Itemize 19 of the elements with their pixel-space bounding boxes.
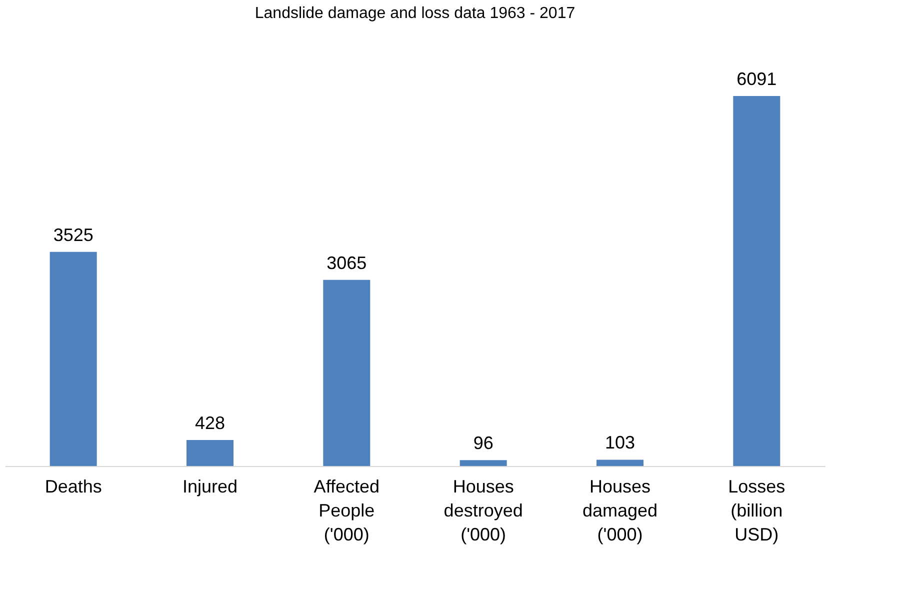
x-tick-label: Losses (billion USD) (728, 476, 786, 544)
x-tick-label: Affected People ('000) (314, 476, 380, 544)
x-tick-label: Houses destroyed ('000) (444, 476, 523, 544)
x-tick-label: Houses damaged ('000) (582, 476, 658, 544)
chart-title: Landslide damage and loss data 1963 - 2017 (254, 5, 576, 22)
bar (733, 96, 780, 466)
bar (323, 280, 370, 466)
data-label: 428 (194, 413, 226, 433)
data-label: 96 (473, 433, 494, 454)
bar (50, 252, 97, 466)
bar (596, 460, 644, 466)
bar (186, 440, 234, 466)
data-label: 6091 (736, 69, 777, 89)
data-label: 3065 (326, 252, 367, 273)
x-tick-label: Injured (182, 476, 238, 496)
bar (460, 460, 507, 466)
data-label: 3525 (53, 224, 94, 245)
data-label: 103 (604, 432, 636, 453)
x-tick-label: Deaths (44, 476, 102, 496)
